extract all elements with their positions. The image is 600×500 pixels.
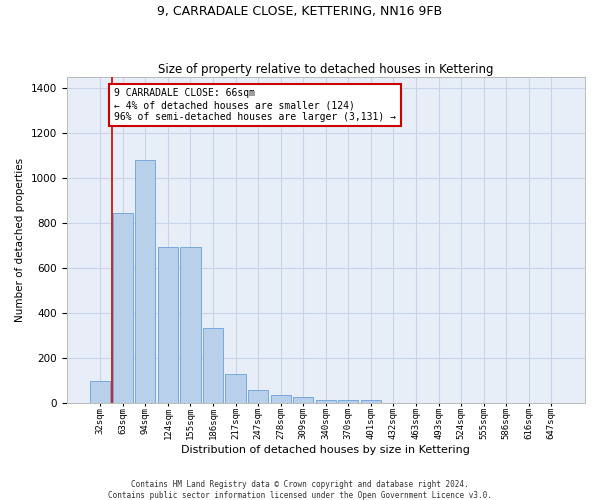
- Bar: [90, 380, 110, 403]
- Bar: [293, 398, 313, 403]
- Text: 9, CARRADALE CLOSE, KETTERING, NN16 9FB: 9, CARRADALE CLOSE, KETTERING, NN16 9FB: [157, 5, 443, 18]
- Bar: [271, 395, 291, 403]
- Title: Size of property relative to detached houses in Kettering: Size of property relative to detached ho…: [158, 63, 494, 76]
- Bar: [135, 160, 155, 403]
- Bar: [226, 374, 246, 403]
- Y-axis label: Number of detached properties: Number of detached properties: [15, 158, 25, 322]
- Bar: [248, 390, 268, 403]
- Bar: [361, 400, 381, 403]
- Text: 9 CARRADALE CLOSE: 66sqm
← 4% of detached houses are smaller (124)
96% of semi-d: 9 CARRADALE CLOSE: 66sqm ← 4% of detache…: [114, 88, 396, 122]
- Bar: [181, 247, 200, 403]
- Text: Contains HM Land Registry data © Crown copyright and database right 2024.
Contai: Contains HM Land Registry data © Crown c…: [108, 480, 492, 500]
- Bar: [113, 213, 133, 403]
- Bar: [203, 328, 223, 403]
- Bar: [338, 400, 358, 403]
- X-axis label: Distribution of detached houses by size in Kettering: Distribution of detached houses by size …: [181, 445, 470, 455]
- Bar: [158, 247, 178, 403]
- Bar: [316, 400, 336, 403]
